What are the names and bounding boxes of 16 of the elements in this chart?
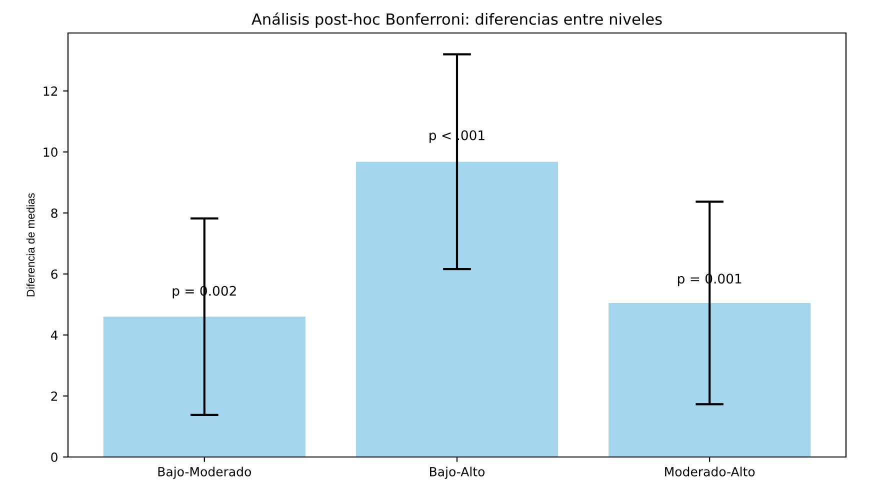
x-tick-label: Bajo-Moderado <box>158 466 251 479</box>
y-tick-label: 0 <box>51 452 58 462</box>
y-axis-title: Diferencia de medias <box>26 193 35 296</box>
y-tick-label: 2 <box>51 391 58 401</box>
y-tick-label: 4 <box>50 330 58 340</box>
bar <box>356 162 558 457</box>
annotation: p < .001 <box>430 130 484 143</box>
bar <box>103 316 306 457</box>
chart-title: Análisis post-hoc Bonferroni: diferencias entre niveles <box>252 12 662 28</box>
y-tick-label: 8 <box>51 208 58 218</box>
bar <box>608 302 811 457</box>
y-tick-label: 6 <box>51 269 58 279</box>
y-tick-label: 12 <box>44 86 58 96</box>
x-tick-label: Moderado-Alto <box>665 466 755 476</box>
y-tick-label: 10 <box>44 147 58 157</box>
x-tick-label: Bajo-Alto <box>430 466 485 479</box>
